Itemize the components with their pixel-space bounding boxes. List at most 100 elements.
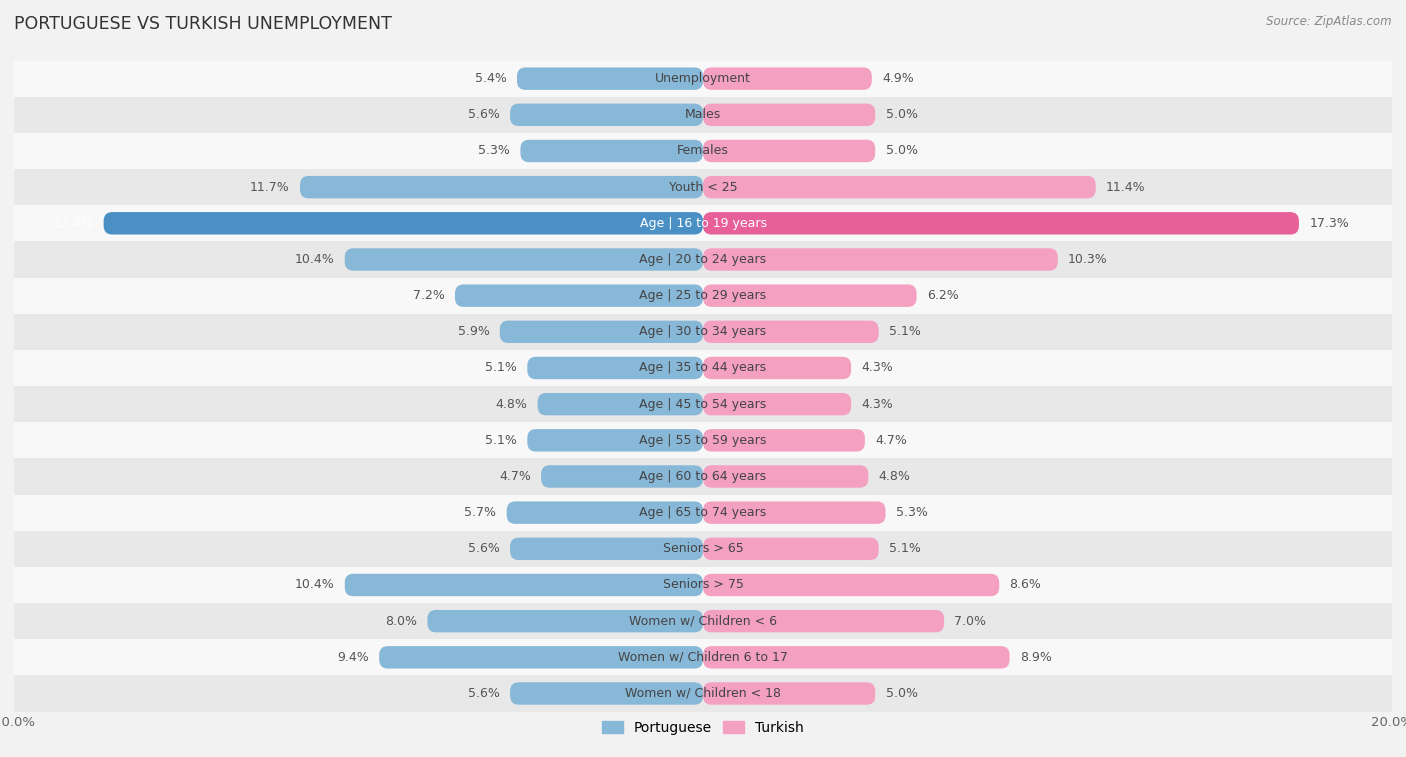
Text: 10.4%: 10.4% bbox=[295, 253, 335, 266]
Text: 5.6%: 5.6% bbox=[468, 687, 499, 700]
FancyBboxPatch shape bbox=[527, 357, 703, 379]
Bar bbox=[14, 133, 1392, 169]
Text: 4.7%: 4.7% bbox=[499, 470, 531, 483]
FancyBboxPatch shape bbox=[380, 646, 703, 668]
FancyBboxPatch shape bbox=[703, 285, 917, 307]
FancyBboxPatch shape bbox=[703, 501, 886, 524]
Text: 8.9%: 8.9% bbox=[1019, 651, 1052, 664]
Text: Seniors > 65: Seniors > 65 bbox=[662, 542, 744, 556]
Bar bbox=[14, 350, 1392, 386]
Text: 5.4%: 5.4% bbox=[475, 72, 506, 85]
Legend: Portuguese, Turkish: Portuguese, Turkish bbox=[596, 715, 810, 740]
Text: 4.7%: 4.7% bbox=[875, 434, 907, 447]
Text: 11.4%: 11.4% bbox=[1107, 181, 1146, 194]
Bar bbox=[14, 531, 1392, 567]
FancyBboxPatch shape bbox=[344, 248, 703, 271]
Text: 5.7%: 5.7% bbox=[464, 506, 496, 519]
Text: Males: Males bbox=[685, 108, 721, 121]
Text: Age | 35 to 44 years: Age | 35 to 44 years bbox=[640, 362, 766, 375]
Text: 5.9%: 5.9% bbox=[457, 326, 489, 338]
Bar bbox=[14, 97, 1392, 133]
Bar bbox=[14, 639, 1392, 675]
Text: 6.2%: 6.2% bbox=[927, 289, 959, 302]
Text: Women w/ Children < 18: Women w/ Children < 18 bbox=[626, 687, 780, 700]
Text: Source: ZipAtlas.com: Source: ZipAtlas.com bbox=[1267, 15, 1392, 28]
Text: 5.1%: 5.1% bbox=[485, 362, 517, 375]
Text: Age | 65 to 74 years: Age | 65 to 74 years bbox=[640, 506, 766, 519]
FancyBboxPatch shape bbox=[703, 574, 1000, 597]
Bar bbox=[14, 386, 1392, 422]
Bar bbox=[14, 278, 1392, 313]
FancyBboxPatch shape bbox=[703, 682, 875, 705]
FancyBboxPatch shape bbox=[703, 67, 872, 90]
Text: 8.6%: 8.6% bbox=[1010, 578, 1042, 591]
Text: Youth < 25: Youth < 25 bbox=[669, 181, 737, 194]
Text: 9.4%: 9.4% bbox=[337, 651, 368, 664]
Text: 5.0%: 5.0% bbox=[886, 687, 918, 700]
Text: Age | 45 to 54 years: Age | 45 to 54 years bbox=[640, 397, 766, 410]
Text: Females: Females bbox=[678, 145, 728, 157]
Bar bbox=[14, 567, 1392, 603]
Text: 10.3%: 10.3% bbox=[1069, 253, 1108, 266]
FancyBboxPatch shape bbox=[541, 466, 703, 488]
Text: 17.4%: 17.4% bbox=[53, 217, 93, 230]
Bar bbox=[14, 494, 1392, 531]
FancyBboxPatch shape bbox=[510, 537, 703, 560]
Text: 8.0%: 8.0% bbox=[385, 615, 418, 628]
Bar bbox=[14, 675, 1392, 712]
FancyBboxPatch shape bbox=[703, 357, 851, 379]
FancyBboxPatch shape bbox=[537, 393, 703, 416]
FancyBboxPatch shape bbox=[703, 393, 851, 416]
FancyBboxPatch shape bbox=[703, 321, 879, 343]
FancyBboxPatch shape bbox=[510, 682, 703, 705]
Text: 5.0%: 5.0% bbox=[886, 108, 918, 121]
Bar bbox=[14, 241, 1392, 278]
FancyBboxPatch shape bbox=[703, 140, 875, 162]
FancyBboxPatch shape bbox=[703, 104, 875, 126]
Text: 7.0%: 7.0% bbox=[955, 615, 987, 628]
FancyBboxPatch shape bbox=[517, 67, 703, 90]
FancyBboxPatch shape bbox=[703, 429, 865, 451]
Bar bbox=[14, 422, 1392, 459]
FancyBboxPatch shape bbox=[703, 248, 1057, 271]
Text: Seniors > 75: Seniors > 75 bbox=[662, 578, 744, 591]
Bar bbox=[14, 603, 1392, 639]
FancyBboxPatch shape bbox=[456, 285, 703, 307]
FancyBboxPatch shape bbox=[344, 574, 703, 597]
Text: Women w/ Children 6 to 17: Women w/ Children 6 to 17 bbox=[619, 651, 787, 664]
Text: 5.1%: 5.1% bbox=[889, 326, 921, 338]
Text: 11.7%: 11.7% bbox=[250, 181, 290, 194]
Text: 5.1%: 5.1% bbox=[889, 542, 921, 556]
Text: 4.9%: 4.9% bbox=[882, 72, 914, 85]
Text: Age | 20 to 24 years: Age | 20 to 24 years bbox=[640, 253, 766, 266]
FancyBboxPatch shape bbox=[703, 610, 945, 632]
Bar bbox=[14, 313, 1392, 350]
Text: 5.3%: 5.3% bbox=[478, 145, 510, 157]
Bar bbox=[14, 61, 1392, 97]
Text: Age | 55 to 59 years: Age | 55 to 59 years bbox=[640, 434, 766, 447]
Text: 4.3%: 4.3% bbox=[862, 362, 893, 375]
Text: PORTUGUESE VS TURKISH UNEMPLOYMENT: PORTUGUESE VS TURKISH UNEMPLOYMENT bbox=[14, 15, 392, 33]
Text: 5.6%: 5.6% bbox=[468, 542, 499, 556]
Bar bbox=[14, 459, 1392, 494]
Text: Women w/ Children < 6: Women w/ Children < 6 bbox=[628, 615, 778, 628]
Text: 5.6%: 5.6% bbox=[468, 108, 499, 121]
Text: 7.2%: 7.2% bbox=[413, 289, 444, 302]
FancyBboxPatch shape bbox=[703, 212, 1299, 235]
Text: Age | 16 to 19 years: Age | 16 to 19 years bbox=[640, 217, 766, 230]
FancyBboxPatch shape bbox=[299, 176, 703, 198]
Bar bbox=[14, 205, 1392, 241]
FancyBboxPatch shape bbox=[506, 501, 703, 524]
Text: Age | 30 to 34 years: Age | 30 to 34 years bbox=[640, 326, 766, 338]
FancyBboxPatch shape bbox=[527, 429, 703, 451]
FancyBboxPatch shape bbox=[703, 176, 1095, 198]
FancyBboxPatch shape bbox=[703, 466, 869, 488]
Text: Unemployment: Unemployment bbox=[655, 72, 751, 85]
Text: Age | 25 to 29 years: Age | 25 to 29 years bbox=[640, 289, 766, 302]
Text: 4.8%: 4.8% bbox=[879, 470, 911, 483]
Text: 4.3%: 4.3% bbox=[862, 397, 893, 410]
FancyBboxPatch shape bbox=[703, 646, 1010, 668]
Text: 17.3%: 17.3% bbox=[1309, 217, 1348, 230]
FancyBboxPatch shape bbox=[427, 610, 703, 632]
Text: 4.8%: 4.8% bbox=[495, 397, 527, 410]
